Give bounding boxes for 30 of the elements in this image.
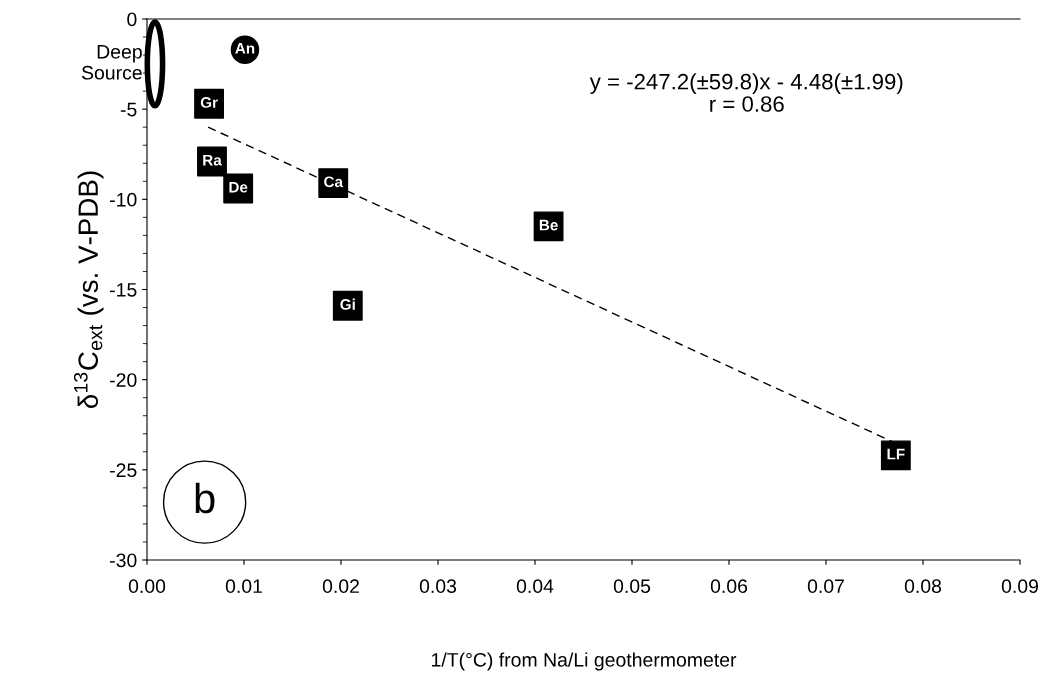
y-tick-label: -5 <box>120 102 137 117</box>
y-tick-label: -10 <box>110 192 137 207</box>
x-tick-label: 0.03 <box>419 579 457 594</box>
y-tick-label: -30 <box>110 553 137 568</box>
y-tick-label: 0 <box>127 12 137 27</box>
annotation: Ca <box>324 176 344 188</box>
y-tick-label: -15 <box>110 283 137 297</box>
annotation: Ra <box>203 154 222 166</box>
annotation: Gr <box>200 97 218 108</box>
annotation: b <box>195 482 215 514</box>
x-tick-label: 0.05 <box>613 579 651 594</box>
x-tick-label: 0.01 <box>225 579 262 594</box>
y-axis-title: δ$^{13}$C$_{ext}$ (vs. V-PDB) <box>73 171 104 409</box>
x-tick-label: 0.04 <box>516 579 554 594</box>
annotation: y = -247.2(±59.8)x - 4.48(±1.99) r = 0.86 <box>589 73 903 112</box>
x-axis-title: 1/T(°C) from Na/Li geothermometer <box>431 652 737 671</box>
y-tick-label: -20 <box>110 373 137 387</box>
annotation: LF <box>887 448 905 460</box>
x-tick-label: 0.08 <box>904 579 942 594</box>
x-tick-label: 0.06 <box>710 579 748 594</box>
x-tick-label: 0.02 <box>322 579 359 594</box>
y-tick-label: -25 <box>110 463 137 478</box>
annotation: Gi <box>340 298 355 310</box>
text: Deep Source <box>81 45 142 80</box>
x-tick-label: 0.00 <box>128 579 166 594</box>
x-tick-label: 0.09 <box>1001 579 1038 594</box>
annotation: An <box>235 43 255 54</box>
x-tick-label: 0.07 <box>807 579 844 594</box>
annotation: Be <box>539 219 558 231</box>
annotation: De <box>229 181 248 193</box>
